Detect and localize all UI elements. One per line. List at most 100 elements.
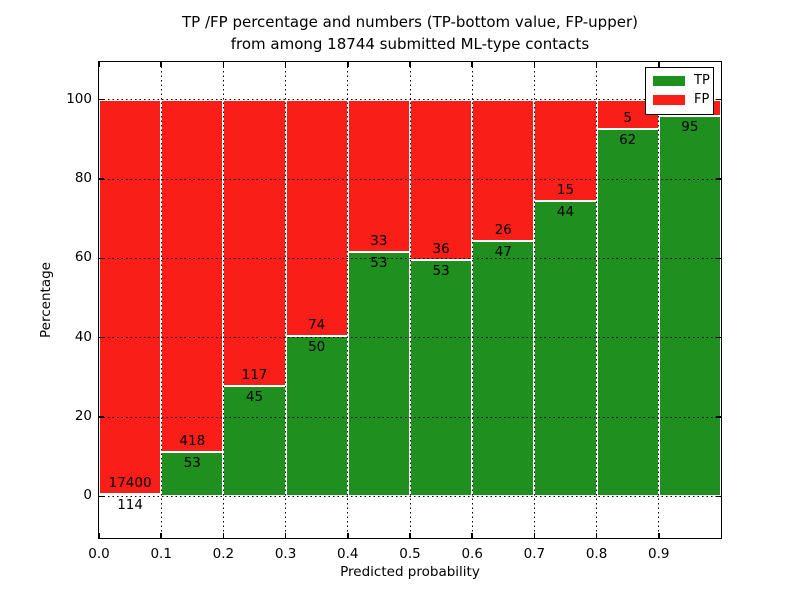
y-tick-mark-right	[716, 98, 721, 101]
x-tick-label: 0.5	[399, 546, 421, 562]
fp-bar-segment	[161, 99, 224, 452]
y-tick-mark	[99, 98, 104, 101]
y-tick-mark-right	[716, 495, 721, 498]
vertical-gridline	[533, 62, 535, 538]
fp-count-label: 26	[494, 221, 512, 238]
legend-label-fp: FP	[694, 92, 710, 107]
chart-title-line2: from among 18744 submitted ML-type conta…	[230, 35, 590, 53]
fp-count-label: 36	[432, 241, 450, 258]
fp-bar-segment	[347, 99, 410, 252]
y-tick-mark	[99, 257, 104, 260]
y-tick-label: 100	[66, 90, 92, 107]
x-tick-mark-top	[284, 62, 287, 67]
x-tick-mark	[409, 533, 411, 538]
x-tick-mark	[222, 533, 225, 538]
chart-title: TP /FP percentage and numbers (TP-bottom…	[99, 11, 721, 55]
y-tick-mark-right	[716, 178, 721, 180]
x-tick-label: 0.3	[274, 546, 297, 562]
vertical-gridline	[409, 62, 411, 538]
fp-count-label: 15	[556, 181, 575, 198]
x-tick-label: 0.8	[585, 546, 608, 562]
tp-count-label: 62	[619, 132, 637, 149]
x-tick-label: 0.6	[461, 546, 483, 562]
y-tick-mark	[99, 178, 104, 180]
vertical-gridline	[347, 62, 349, 538]
y-tick-label: 20	[74, 408, 92, 425]
tp-count-label: 45	[245, 389, 264, 406]
tp-count-label: 53	[370, 254, 388, 271]
fp-bar-segment	[472, 99, 535, 241]
horizontal-gridline	[99, 178, 721, 180]
fp-bar-segment	[285, 99, 348, 337]
x-tick-mark-top	[471, 62, 473, 67]
x-axis-label: Predicted probability	[340, 564, 480, 580]
x-tick-mark-top	[98, 62, 100, 67]
x-tick-mark-top	[347, 62, 349, 67]
vertical-gridline	[285, 62, 287, 538]
x-tick-mark	[347, 533, 349, 538]
x-tick-label: 0.1	[150, 546, 172, 562]
vertical-gridline	[471, 62, 473, 538]
fp-bar-segment	[99, 99, 162, 494]
x-tick-label: 0.9	[648, 546, 670, 562]
y-tick-label: 80	[74, 170, 92, 187]
tp-swatch-icon	[653, 75, 685, 86]
x-tick-mark	[658, 533, 660, 538]
tp-bar-segment	[534, 200, 597, 497]
vertical-gridline	[222, 62, 224, 538]
x-tick-mark	[160, 533, 162, 538]
fp-count-label: 5	[623, 110, 632, 127]
tp-bar-segment	[223, 386, 286, 497]
x-tick-mark	[98, 533, 100, 538]
fp-bar-segment	[223, 99, 286, 387]
fp-count-label: 33	[370, 232, 388, 249]
x-tick-mark	[533, 533, 536, 538]
y-axis-label: Percentage	[38, 262, 54, 338]
y-tick-mark-right	[716, 416, 721, 418]
x-tick-mark-top	[595, 62, 598, 67]
tp-count-label: 47	[494, 243, 512, 260]
x-tick-mark	[595, 533, 598, 538]
horizontal-gridline	[99, 99, 721, 101]
x-tick-label: 0.0	[88, 546, 110, 562]
fp-count-label: 418	[179, 432, 206, 449]
y-tick-mark	[99, 495, 104, 498]
y-tick-label: 40	[74, 328, 92, 345]
x-tick-label: 0.7	[523, 546, 546, 562]
y-tick-mark	[99, 336, 104, 339]
y-tick-mark	[99, 416, 104, 418]
x-tick-mark	[284, 533, 287, 538]
chart-title-line1: TP /FP percentage and numbers (TP-bottom…	[182, 13, 638, 31]
legend-row-tp: TP	[653, 74, 710, 87]
tp-count-label: 53	[432, 263, 450, 280]
x-tick-label: 0.4	[337, 546, 359, 562]
x-tick-mark	[471, 533, 473, 538]
vertical-gridline	[160, 62, 162, 538]
tp-bar-segment	[472, 240, 535, 497]
y-tick-mark-right	[716, 336, 721, 339]
vertical-gridline	[596, 62, 598, 538]
fp-count-label: 17400	[108, 474, 152, 491]
tp-bar-segment	[347, 251, 410, 497]
horizontal-gridline	[99, 495, 721, 497]
vertical-gridline	[658, 62, 660, 538]
fp-count-label: 74	[308, 317, 326, 334]
tp-count-label: 44	[556, 203, 575, 220]
x-tick-mark-top	[533, 62, 536, 67]
tp-bar-segment	[161, 451, 224, 497]
y-tick-mark-right	[716, 257, 721, 260]
tp-count-label: 53	[183, 454, 201, 471]
legend-label-tp: TP	[694, 73, 710, 88]
x-tick-mark-top	[409, 62, 411, 67]
fp-count-label: 117	[241, 367, 268, 384]
fp-swatch-icon	[653, 94, 685, 105]
x-tick-mark-top	[222, 62, 225, 67]
tp-count-label: 50	[308, 339, 326, 356]
fp-bar-segment	[410, 99, 473, 261]
y-tick-label: 0	[83, 487, 92, 504]
horizontal-gridline	[99, 337, 721, 339]
tp-bar-segment	[410, 260, 473, 497]
horizontal-gridline	[99, 257, 721, 259]
tp-count-label: 114	[117, 496, 143, 513]
